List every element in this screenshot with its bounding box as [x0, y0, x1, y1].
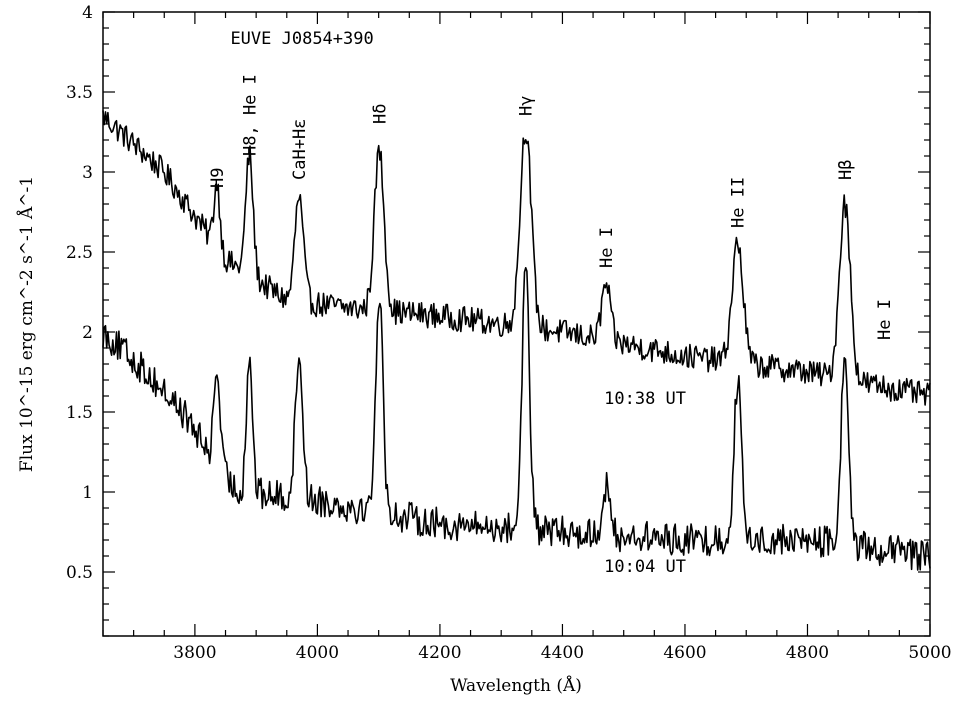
annotation-label: 10:38 UT	[604, 389, 686, 409]
y-tick-label: 2.5	[66, 243, 93, 263]
annotation-label: Hβ	[836, 160, 856, 180]
annotation-layer: EUVE J0854+390 H9 H8, He I CaH+Hε Hδ Hγ He I He…	[208, 29, 895, 577]
x-tick-label: 4400	[541, 643, 584, 663]
tick-labels: 3800 4000 4200 4400 4600 4800 5000 0.5 1 1.5 2 2.5 3…	[66, 3, 952, 663]
axis-ticks	[102, 11, 931, 637]
annotation-label: Hδ	[370, 104, 390, 124]
x-tick-label: 4600	[663, 643, 706, 663]
spectrum-line-0	[102, 110, 931, 406]
annotation-label: EUVE J0854+390	[230, 29, 373, 49]
annotation-label: He I	[875, 299, 895, 340]
series-layer	[102, 110, 931, 571]
annotation-label: 10:04 UT	[604, 557, 686, 577]
annotation-label: He II	[729, 177, 749, 228]
plot-frame	[102, 11, 931, 637]
y-tick-label: 4	[82, 3, 93, 23]
y-tick-label: 3.5	[66, 83, 93, 103]
x-tick-label: 3800	[173, 643, 216, 663]
x-tick-label: 4200	[418, 643, 461, 663]
spectrum-line-1	[102, 267, 931, 571]
y-tick-label: 1	[82, 483, 93, 503]
x-axis-label: Wavelength (Å)	[450, 675, 582, 696]
y-tick-label: 2	[82, 323, 93, 343]
annotation-label: H8, He I	[240, 74, 260, 156]
y-axis-label: Flux 10^-15 erg cm^-2 s^-1 Å^-1	[16, 176, 37, 472]
annotation-label: Hγ	[517, 96, 537, 116]
y-tick-label: 0.5	[66, 563, 93, 583]
y-tick-label: 3	[82, 163, 93, 183]
x-tick-label: 4000	[296, 643, 339, 663]
x-tick-label: 5000	[908, 643, 951, 663]
x-tick-label: 4800	[786, 643, 829, 663]
annotation-label: He I	[597, 227, 617, 268]
y-tick-label: 1.5	[66, 403, 93, 423]
annotation-label: CaH+Hε	[290, 119, 310, 180]
annotation-label: H9	[208, 168, 228, 188]
